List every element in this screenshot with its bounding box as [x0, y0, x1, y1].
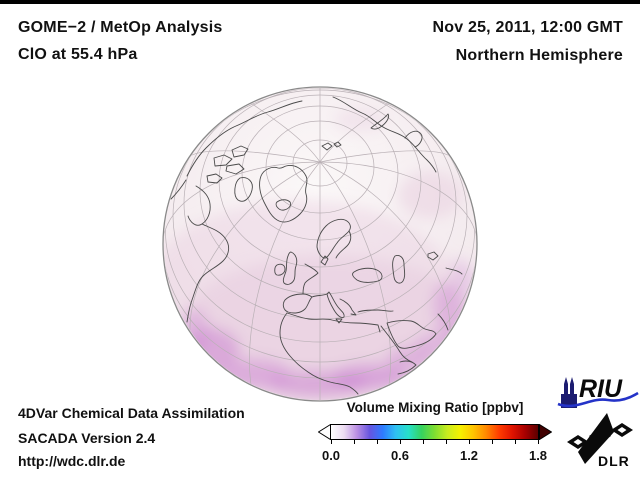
riu-logo: RIU [557, 375, 639, 408]
colorbar-tick [353, 440, 355, 444]
coast-arabia [386, 320, 437, 349]
colorbar-left-arrow-shape [318, 424, 331, 440]
footer-url: http://wdc.dlr.de [18, 453, 126, 469]
colorbar-title: Volume Mixing Ratio [ppbv] [346, 400, 524, 415]
coast-labrador [186, 223, 230, 323]
coast-chukotka-alaska [186, 100, 303, 177]
coast-africa-west [279, 312, 359, 395]
title-quantity: ClO at 55.4 hPa [18, 46, 138, 63]
date-time-label: Nov 25, 2011, 12:00 GMT [432, 19, 623, 36]
colorbar-label-0.6: 0.6 [390, 448, 410, 463]
anomaly-se-1 [415, 333, 455, 357]
top-border-bar [0, 0, 640, 4]
colorbar-right-arrow-shape [539, 424, 552, 440]
coast-caspian [392, 255, 406, 284]
coast-baltic [335, 230, 352, 259]
colorbar-label-1.8: 1.8 [528, 448, 548, 463]
coast-balkans-turkey [339, 298, 394, 316]
colorbar-ticks [331, 440, 539, 445]
coast-central-asia [445, 267, 463, 275]
graticule [164, 88, 476, 400]
coast-aral [427, 251, 439, 261]
colorbar-tick [446, 440, 447, 444]
colorbar-tick [492, 440, 493, 444]
footer-method: 4DVar Chemical Data Assimilation [18, 405, 245, 421]
dlr-logo-text: DLR [598, 453, 630, 469]
coast-svalbard [321, 141, 342, 151]
colorbar-gradient-bar [330, 424, 539, 440]
coast-france-west [302, 263, 319, 295]
colorbar-label-1.2: 1.2 [459, 448, 479, 463]
riu-logo-text: RIU [579, 375, 623, 403]
coast-arctic-archipelago [206, 145, 249, 184]
coast-denmark [320, 255, 329, 266]
title-instrument: GOME−2 / MetOp Analysis [18, 19, 223, 36]
colorbar [318, 424, 552, 446]
coast-taymyr [404, 130, 423, 148]
colorbar-tick [331, 440, 332, 444]
colorbar-tick [469, 440, 470, 444]
coast-med-north [311, 293, 328, 298]
coast-south-asia [437, 313, 449, 331]
coastlines [170, 96, 463, 395]
colorbar-tick [538, 440, 539, 444]
coast-iberia [282, 293, 313, 314]
colorbar-label-0.0: 0.0 [321, 448, 341, 463]
coast-alaska-south [170, 179, 187, 200]
coast-siberia [332, 96, 437, 173]
coast-hudson-bay [187, 185, 211, 226]
colorbar-tick [376, 440, 378, 444]
riu-wave-icon [557, 391, 639, 408]
coast-baffin [234, 177, 253, 202]
globe-rim [162, 86, 478, 402]
coast-horn-of-africa [397, 360, 417, 375]
coast-great-britain [282, 251, 298, 285]
coast-red-sea [380, 325, 413, 363]
coast-novaya-zemlya [370, 113, 390, 130]
riu-cathedral-icon [561, 377, 577, 408]
colorbar-tick [422, 440, 424, 444]
colorbar-tick [515, 440, 516, 444]
coast-italy [326, 291, 345, 318]
anomaly-west-rim [181, 308, 209, 352]
coast-greenland [259, 165, 308, 223]
colorbar-tick-labels: 0.0 0.6 1.2 1.8 [322, 448, 547, 464]
footer-version: SACADA Version 2.4 [18, 430, 156, 446]
coast-ireland [274, 263, 286, 276]
dlr-symbol-icon [567, 413, 633, 464]
colorbar-right-arrow-icon [539, 424, 552, 440]
coast-black-sea [352, 267, 383, 283]
coast-iceland [275, 199, 292, 211]
colorbar-tick [399, 440, 401, 444]
anomaly-east-rim-2 [450, 258, 476, 298]
dlr-logo: DLR [567, 413, 633, 469]
tint-patch-ne [398, 171, 462, 219]
hemisphere-label: Northern Hemisphere [455, 47, 623, 64]
coast-med-south [286, 312, 381, 333]
